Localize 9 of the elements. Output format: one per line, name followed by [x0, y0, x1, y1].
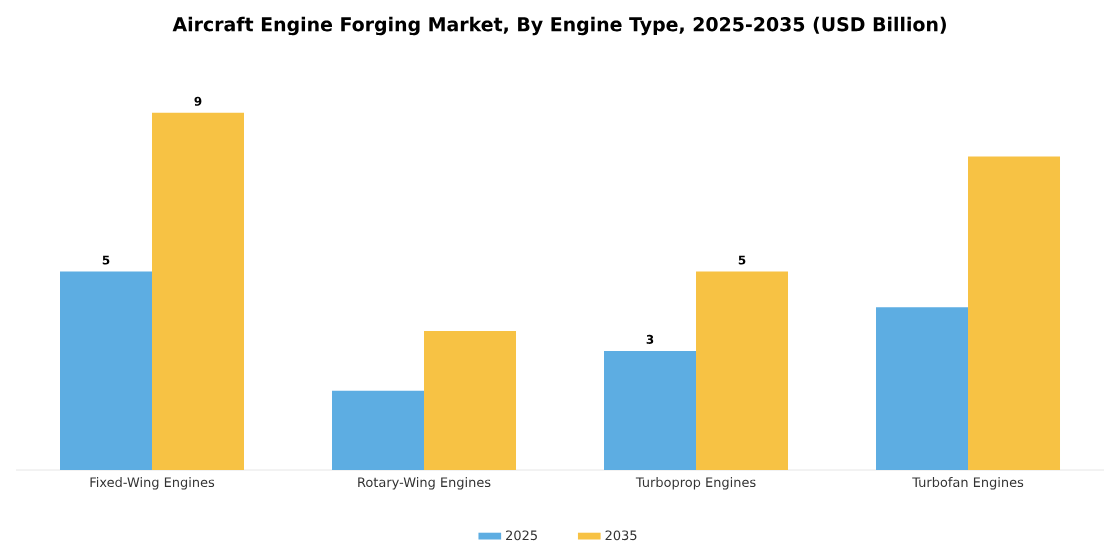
bar [424, 331, 517, 470]
bar [876, 307, 969, 470]
bar [968, 156, 1061, 470]
bar [332, 390, 425, 470]
bar [604, 350, 697, 470]
chart-title: Aircraft Engine Forging Market, By Engine Type, 2025-2035 (USD Billion) [172, 16, 946, 36]
bar [152, 112, 244, 470]
bar [696, 271, 789, 470]
bar [60, 271, 152, 470]
